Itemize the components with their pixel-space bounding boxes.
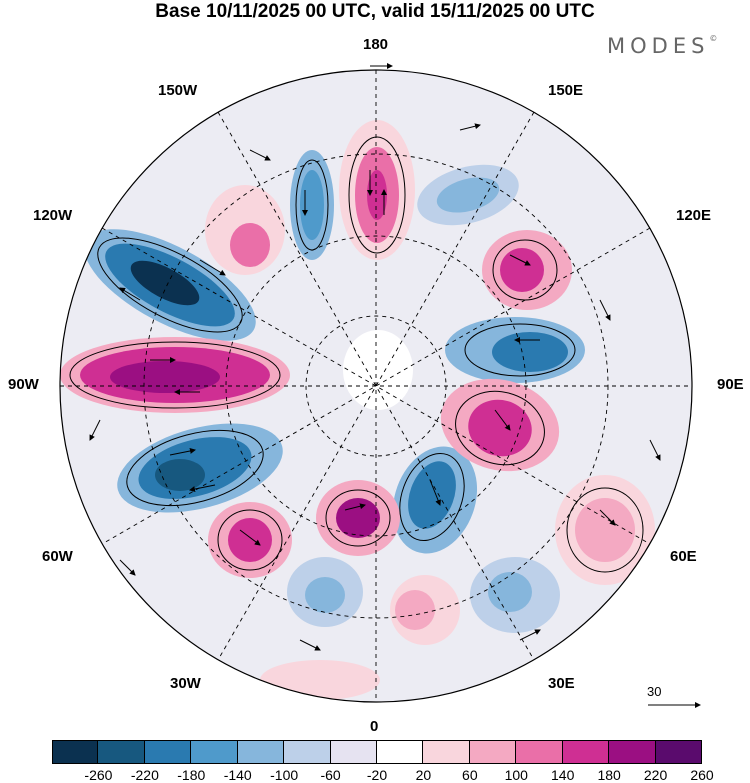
colorbar-tick-label: -100 (270, 767, 299, 783)
colorbar-tick-label: 220 (643, 767, 668, 783)
lon-label-60e: 60E (670, 548, 697, 565)
lon-label-30e: 30E (548, 675, 575, 692)
colorbar-swatch (469, 740, 517, 764)
lon-label-0: 0 (370, 718, 379, 735)
map-border (59, 69, 693, 703)
lon-label-90e: 90E (717, 376, 744, 393)
graticule (60, 70, 692, 702)
colorbar-tick-label: -220 (130, 767, 159, 783)
colorbar-tick-label: -140 (223, 767, 252, 783)
colorbar-tick-label: 20 (415, 767, 432, 783)
colorbar-swatch (330, 740, 377, 764)
colorbar (52, 740, 702, 764)
lon-label-150w: 150W (158, 82, 198, 99)
colorbar-swatch (609, 740, 656, 764)
colorbar-tick-label: 180 (597, 767, 621, 783)
lon-label-30w: 30W (170, 675, 201, 692)
colorbar-tick-label: -180 (177, 767, 206, 783)
lon-label-120w: 120W (33, 207, 73, 224)
modes-logo: MODES© (607, 34, 717, 58)
colorbar-tick-label: -20 (366, 767, 388, 783)
colorbar-swatch (191, 740, 238, 764)
map-title: Base 10/11/2025 00 UTC, valid 15/11/2025… (155, 1, 595, 22)
reference-vector-label: 30 (647, 684, 662, 699)
colorbar-tick-label: 140 (551, 767, 575, 783)
colorbar-swatch (655, 740, 702, 764)
colorbar-tick-label: -60 (320, 767, 341, 783)
colorbar-swatch (52, 740, 99, 764)
colorbar-swatch (144, 740, 192, 764)
colorbar-tick-label: 60 (462, 767, 478, 783)
colorbar-swatch (516, 740, 563, 764)
lon-label-180: 180 (363, 36, 389, 53)
lon-label-60w: 60W (42, 548, 73, 565)
contours (69, 136, 644, 573)
logo-mark: © (709, 34, 718, 43)
lon-label-90w: 90W (8, 376, 39, 393)
colorbar-tick-label: -260 (84, 767, 113, 783)
colorbar-swatch (423, 740, 470, 764)
wind-vectors (89, 63, 661, 651)
logo-text: MODES (607, 34, 710, 58)
colorbar-tick-label: 260 (690, 767, 714, 783)
lon-label-120e: 120E (676, 207, 712, 224)
polar-map (59, 63, 701, 708)
colorbar-tick-label: 100 (504, 767, 528, 783)
colorbar-swatch (284, 740, 331, 764)
colorbar-swatch (377, 740, 424, 764)
colorbar-swatch (562, 740, 610, 764)
colorbar-swatch (98, 740, 145, 764)
lon-label-150e: 150E (548, 82, 584, 99)
colorbar-swatch (237, 740, 285, 764)
